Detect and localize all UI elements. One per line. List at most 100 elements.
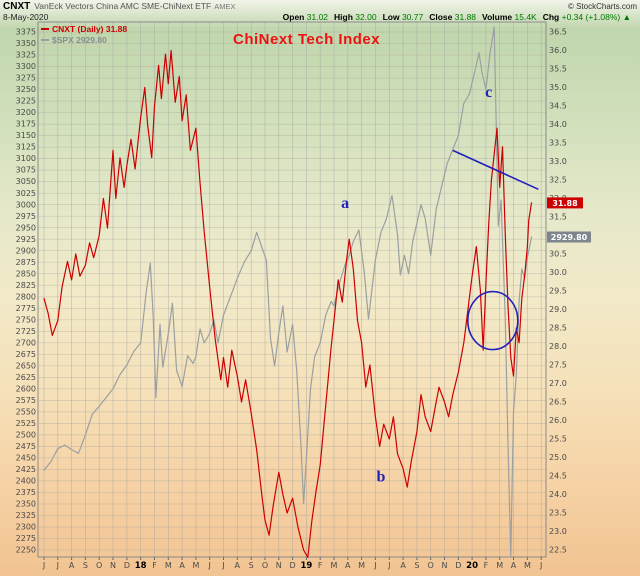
svg-text:32.5: 32.5	[549, 176, 567, 185]
svg-text:35.5: 35.5	[549, 65, 567, 74]
svg-text:2700: 2700	[16, 338, 36, 347]
annotations: a b c	[341, 84, 539, 486]
svg-text:18: 18	[135, 561, 147, 571]
svg-text:O: O	[428, 561, 434, 570]
svg-text:3150: 3150	[16, 131, 36, 140]
chart-legend: CNXT (Daily) 31.88 $SPX 2929.80	[41, 23, 127, 45]
series-spx-line	[43, 26, 533, 557]
svg-text:N: N	[110, 561, 116, 570]
svg-text:2875: 2875	[16, 258, 36, 267]
svg-text:3100: 3100	[16, 154, 36, 163]
svg-text:3200: 3200	[16, 108, 36, 117]
svg-text:2750: 2750	[16, 315, 36, 324]
svg-text:27.0: 27.0	[549, 379, 567, 388]
svg-text:2375: 2375	[16, 488, 36, 497]
legend-cnxt: CNXT (Daily) 31.88	[41, 23, 127, 34]
svg-text:34.5: 34.5	[549, 102, 567, 111]
svg-text:36.5: 36.5	[549, 28, 567, 37]
svg-text:2950: 2950	[16, 223, 36, 232]
svg-text:3075: 3075	[16, 166, 36, 175]
svg-text:2400: 2400	[16, 477, 36, 486]
svg-text:3000: 3000	[16, 200, 36, 209]
svg-text:3350: 3350	[16, 39, 36, 48]
copyright-text: © StockCharts.com	[567, 2, 637, 11]
trendline-annotation	[452, 149, 539, 191]
volume-field: Volume 15.4K	[482, 12, 537, 22]
svg-text:2775: 2775	[16, 304, 36, 313]
svg-text:36.0: 36.0	[549, 46, 567, 55]
svg-text:J: J	[42, 561, 45, 570]
svg-text:S: S	[249, 561, 254, 570]
svg-text:2600: 2600	[16, 384, 36, 393]
svg-text:2929.80: 2929.80	[551, 233, 588, 242]
svg-text:30.5: 30.5	[549, 250, 567, 259]
svg-text:3325: 3325	[16, 51, 36, 60]
svg-text:35.0: 35.0	[549, 83, 567, 92]
svg-text:2850: 2850	[16, 269, 36, 278]
svg-text:A: A	[400, 561, 406, 570]
svg-text:2975: 2975	[16, 212, 36, 221]
svg-text:3375: 3375	[16, 28, 36, 37]
svg-text:F: F	[152, 561, 157, 570]
svg-text:A: A	[179, 561, 185, 570]
svg-text:2550: 2550	[16, 408, 36, 417]
svg-text:2925: 2925	[16, 235, 36, 244]
svg-text:25.5: 25.5	[549, 435, 567, 444]
svg-text:28.5: 28.5	[549, 324, 567, 333]
svg-text:2500: 2500	[16, 431, 36, 440]
svg-text:O: O	[96, 561, 102, 570]
quote-row: 8-May-2020 Open 31.02 High 32.00 Low 30.…	[3, 12, 637, 22]
svg-text:2450: 2450	[16, 454, 36, 463]
svg-text:26.5: 26.5	[549, 398, 567, 407]
svg-text:M: M	[524, 561, 531, 570]
close-field: Close 31.88	[429, 12, 477, 22]
svg-text:J: J	[373, 561, 376, 570]
svg-text:A: A	[69, 561, 75, 570]
svg-text:3250: 3250	[16, 85, 36, 94]
change-field: Chg +0.34 (+1.08%) ▲	[542, 12, 631, 22]
svg-text:2675: 2675	[16, 350, 36, 359]
svg-text:2425: 2425	[16, 465, 36, 474]
svg-text:3275: 3275	[16, 74, 36, 83]
svg-text:24.0: 24.0	[549, 490, 567, 499]
svg-text:2350: 2350	[16, 500, 36, 509]
cnxt-line-swatch	[41, 27, 49, 30]
svg-text:N: N	[442, 561, 448, 570]
quote-date: 8-May-2020	[3, 12, 49, 22]
svg-text:2525: 2525	[16, 419, 36, 428]
spx-line-swatch	[41, 38, 49, 41]
svg-text:N: N	[276, 561, 282, 570]
svg-text:2325: 2325	[16, 511, 36, 520]
svg-text:23.5: 23.5	[549, 509, 567, 518]
svg-text:3300: 3300	[16, 62, 36, 71]
svg-text:A: A	[235, 561, 241, 570]
svg-text:J: J	[387, 561, 390, 570]
ticker-symbol: CNXT	[3, 1, 31, 12]
svg-text:2825: 2825	[16, 281, 36, 290]
svg-text:A: A	[345, 561, 351, 570]
label-annotation-b: b	[377, 469, 386, 486]
circle-annotation	[466, 290, 519, 351]
series-lines	[43, 26, 533, 559]
svg-text:D: D	[124, 561, 130, 570]
svg-text:31.88: 31.88	[552, 199, 578, 208]
open-field: Open 31.02	[282, 12, 329, 22]
last-price-boxes: 31.88 2929.80	[547, 197, 591, 243]
svg-text:31.5: 31.5	[549, 213, 567, 222]
svg-text:F: F	[484, 561, 489, 570]
svg-text:2725: 2725	[16, 327, 36, 336]
svg-text:F: F	[318, 561, 323, 570]
price-box-31.88	[547, 197, 583, 209]
chart-title: ChiNext Tech Index	[233, 31, 381, 48]
svg-text:3225: 3225	[16, 97, 36, 106]
svg-text:34.0: 34.0	[549, 120, 567, 129]
svg-text:2625: 2625	[16, 373, 36, 382]
svg-text:J: J	[539, 561, 542, 570]
svg-text:2650: 2650	[16, 361, 36, 370]
chart-header: CNXT VanEck Vectors China AMC SME-ChiNex…	[3, 1, 637, 12]
svg-text:2275: 2275	[16, 534, 36, 543]
svg-text:J: J	[208, 561, 211, 570]
svg-text:2475: 2475	[16, 442, 36, 451]
svg-text:A: A	[511, 561, 517, 570]
